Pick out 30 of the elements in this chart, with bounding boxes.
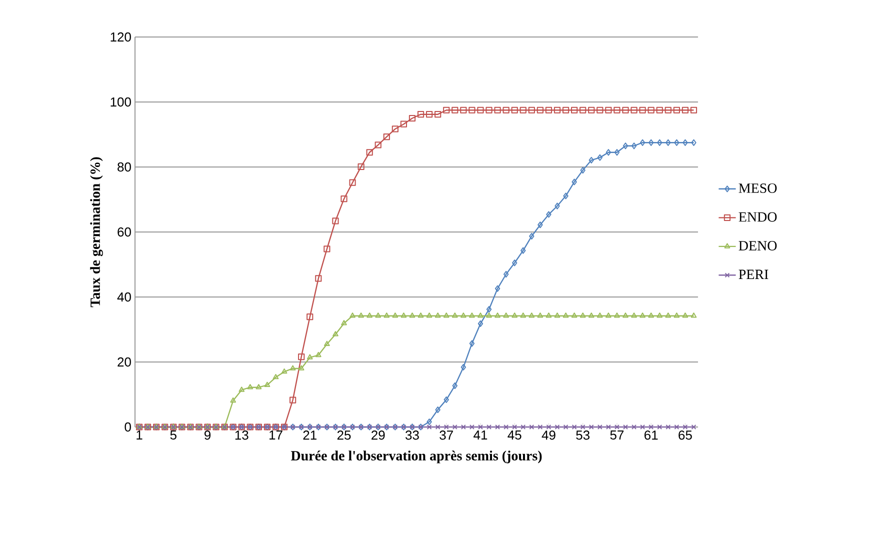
x-tick-label: 41 — [474, 430, 488, 440]
x-tick-label: 1 — [136, 430, 142, 440]
x-axis-title: Durée de l'observation après semis (jours) — [290, 450, 542, 464]
x-tick-label: 61 — [644, 430, 658, 440]
y-tick-label: 100 — [110, 97, 131, 107]
x-tick-label: 13 — [235, 430, 248, 440]
y-axis-title: Taux de germination (%) — [90, 157, 103, 308]
x-tick-label: 37 — [440, 430, 453, 440]
legend-label: PERI — [738, 270, 768, 279]
x-tick-label: 21 — [303, 430, 316, 440]
x-tick-label: 49 — [542, 430, 556, 440]
x-tick-label: 17 — [270, 430, 282, 440]
x-tick-label: 57 — [610, 430, 624, 440]
y-tick-label: 20 — [118, 357, 131, 367]
legend-label: DENO — [738, 241, 777, 250]
y-tick-label: 80 — [118, 162, 131, 172]
x-tick-label: 25 — [337, 430, 351, 440]
x-tick-label: 45 — [508, 430, 522, 440]
x-tick-label: 29 — [372, 430, 385, 440]
x-tick-label: 5 — [170, 430, 176, 440]
y-tick-label: 120 — [110, 32, 131, 42]
legend-label: ENDO — [738, 212, 777, 222]
x-tick-label: 9 — [204, 430, 211, 440]
legend-label: MESO — [738, 184, 777, 193]
y-tick-label: 0 — [124, 422, 131, 432]
y-tick-label: 40 — [117, 292, 131, 302]
x-tick-label: 33 — [406, 430, 419, 440]
x-tick-label: 53 — [576, 430, 590, 440]
x-tick-label: 65 — [678, 430, 692, 440]
y-tick-label: 60 — [118, 227, 131, 237]
